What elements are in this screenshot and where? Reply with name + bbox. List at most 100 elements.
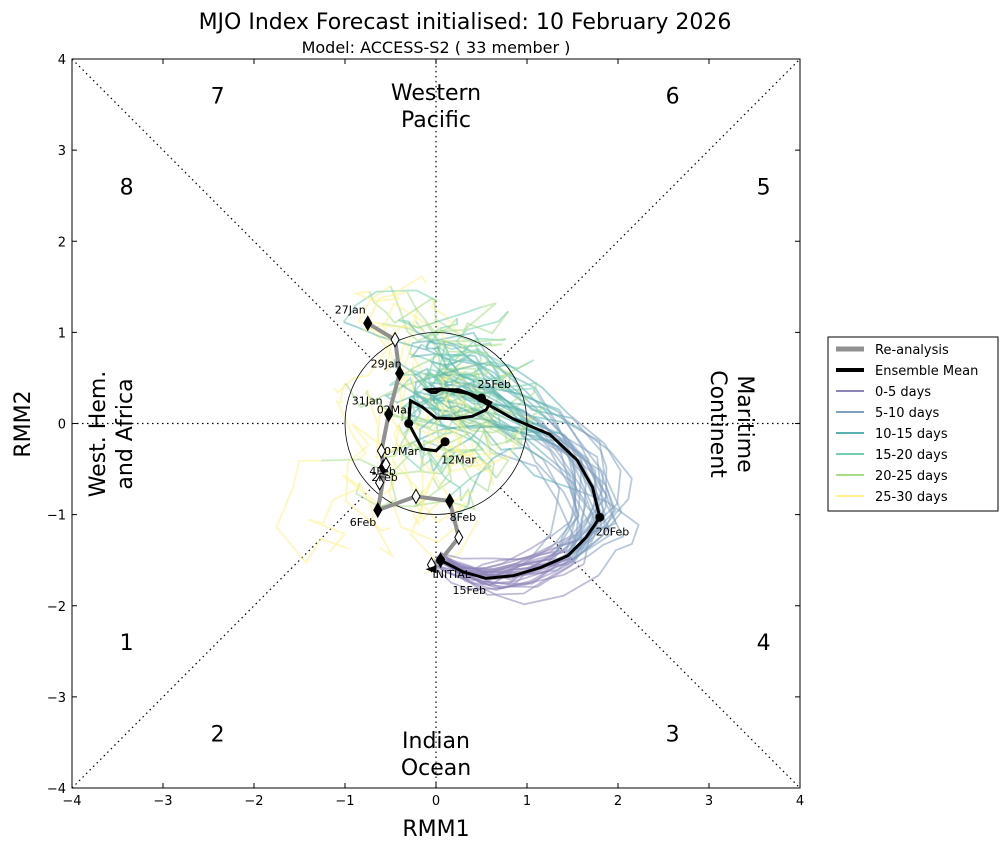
member-track-segment bbox=[393, 424, 469, 524]
y-axis-label: RMM2 bbox=[11, 390, 36, 457]
chart-subtitle: Model: ACCESS-S2 ( 33 member ) bbox=[302, 38, 571, 57]
member-track-segment bbox=[362, 291, 408, 373]
region-western-pacific-line: Pacific bbox=[401, 108, 471, 133]
ensemble-mean-line bbox=[407, 387, 602, 580]
ensemble-mean-marker bbox=[436, 555, 446, 565]
reanalysis-day-marker bbox=[445, 492, 455, 509]
member-track-segment bbox=[366, 390, 398, 498]
x-tick-label: −2 bbox=[244, 794, 263, 809]
y-tick-label: −4 bbox=[47, 782, 66, 797]
x-tick-label: 0 bbox=[432, 794, 440, 809]
y-tick-label: −3 bbox=[47, 691, 66, 706]
y-tick-label: 1 bbox=[58, 326, 66, 341]
x-tick-label: −4 bbox=[62, 794, 81, 809]
member-track-segment bbox=[355, 450, 453, 508]
y-tick-label: 0 bbox=[58, 418, 66, 433]
initial-arrow-marker bbox=[425, 565, 437, 574]
member-track-segment bbox=[414, 320, 483, 380]
chart-title: MJO Index Forecast initialised: 10 Febru… bbox=[199, 10, 732, 35]
reanalysis-day-marker bbox=[381, 456, 391, 473]
member-track-segment bbox=[522, 410, 577, 553]
region-western-pacific-line: Western bbox=[391, 81, 481, 106]
region-maritime-continent: MaritimeContinent bbox=[705, 370, 757, 478]
phase-number-2: 2 bbox=[211, 722, 225, 747]
legend-label: 0-5 days bbox=[875, 385, 931, 400]
guide-line-3 bbox=[499, 487, 801, 789]
reanalysis-date-label: 2Feb bbox=[371, 471, 397, 484]
x-tick-label: 2 bbox=[614, 794, 622, 809]
legend-label: 25-30 days bbox=[875, 490, 948, 505]
reanalysis-date-label: 29Jan bbox=[371, 357, 402, 370]
y-tick-label: 3 bbox=[58, 144, 66, 159]
ensemble-mean-marker bbox=[440, 437, 450, 447]
reanalysis-day-marker bbox=[426, 556, 437, 573]
ensemble-mean-track bbox=[404, 387, 605, 580]
member-track-segment bbox=[519, 412, 583, 559]
phase-number-5: 5 bbox=[757, 176, 771, 201]
forecast-date-label: 12Mar bbox=[441, 454, 476, 467]
member-track-segment bbox=[341, 474, 395, 558]
phase-number-3: 3 bbox=[666, 722, 680, 747]
reanalysis-date-label: 6Feb bbox=[350, 516, 376, 529]
region-indian-ocean: Indian Ocean bbox=[401, 729, 471, 781]
reanalysis-day-marker bbox=[395, 365, 405, 382]
legend-label: Re-analysis bbox=[875, 343, 949, 358]
region-indian-ocean-line: Ocean bbox=[401, 756, 471, 781]
phase-number-8: 8 bbox=[120, 176, 134, 201]
member-track-segment bbox=[440, 535, 570, 571]
member-track-segment bbox=[463, 368, 490, 378]
legend-box bbox=[827, 336, 999, 512]
legend-label: 10-15 days bbox=[875, 427, 948, 442]
legend-label: 20-25 days bbox=[875, 469, 948, 484]
member-track-segment bbox=[275, 459, 349, 565]
member-track-segment bbox=[441, 370, 489, 472]
member-track-segment bbox=[482, 427, 521, 447]
guide-line-1 bbox=[499, 58, 801, 360]
y-tick-label: −2 bbox=[47, 600, 66, 615]
member-track-segment bbox=[557, 411, 604, 538]
member-track-segment bbox=[415, 393, 473, 458]
member-track-segment bbox=[344, 422, 392, 532]
member-track-segment bbox=[414, 390, 543, 434]
guide-line-2 bbox=[71, 58, 373, 360]
member-track-segment bbox=[412, 360, 550, 415]
phase-number-4: 4 bbox=[757, 631, 771, 656]
legend-label: 15-20 days bbox=[875, 448, 948, 463]
reanalysis-day-marker bbox=[363, 315, 373, 332]
reanalysis-day-marker bbox=[373, 502, 383, 519]
member-track-segment bbox=[432, 424, 549, 472]
member-track-segment bbox=[428, 360, 559, 413]
x-tick-label: 4 bbox=[796, 794, 804, 809]
member-track-segment bbox=[391, 369, 426, 528]
member-track-segment bbox=[321, 458, 442, 476]
region-west-hem-africa-line: and Africa bbox=[113, 378, 138, 489]
reanalysis-date-label: 27Jan bbox=[335, 303, 366, 316]
member-track-segment bbox=[432, 384, 523, 469]
member-track-segment bbox=[427, 448, 498, 479]
axis-ticks: −4−4 −3 −3 −2 −2 −1 −1 0 0 1 1 2 2 3 3 4 4 bbox=[47, 53, 804, 809]
member-track-segment bbox=[343, 368, 457, 409]
reanalysis-day-marker bbox=[454, 529, 464, 546]
x-tick-label: 1 bbox=[523, 794, 531, 809]
ensemble-mean-marker bbox=[477, 393, 486, 403]
legend-label: 5-10 days bbox=[875, 406, 940, 421]
member-track-segment bbox=[425, 340, 522, 415]
reanalysis-day-marker bbox=[384, 406, 394, 423]
region-west-hem-africa-line: West. Hem. bbox=[86, 371, 111, 498]
member-track-segment bbox=[542, 432, 599, 566]
forecast-date-label: 02Mar bbox=[377, 404, 412, 417]
member-track-segment bbox=[421, 457, 475, 507]
ensemble-member-tracks bbox=[275, 275, 640, 606]
member-track-segment bbox=[467, 447, 576, 505]
x-tick-label: −1 bbox=[335, 794, 354, 809]
forecast-date-label: 07Mar bbox=[384, 445, 419, 458]
phase-numbers: 1 2 3 4 5 6 7 8 bbox=[120, 84, 771, 747]
reanalysis-date-label: 4Feb bbox=[369, 465, 395, 478]
legend: Re-analysis Ensemble Mean 0-5 days 5-10 day… bbox=[827, 336, 999, 512]
member-track-segment bbox=[449, 428, 510, 479]
reanalysis-date-label: 31Jan bbox=[352, 394, 383, 407]
y-tick-label: −1 bbox=[47, 509, 66, 524]
region-maritime-continent-line: Continent bbox=[705, 370, 730, 478]
region-indian-ocean-line: Indian bbox=[402, 729, 470, 754]
